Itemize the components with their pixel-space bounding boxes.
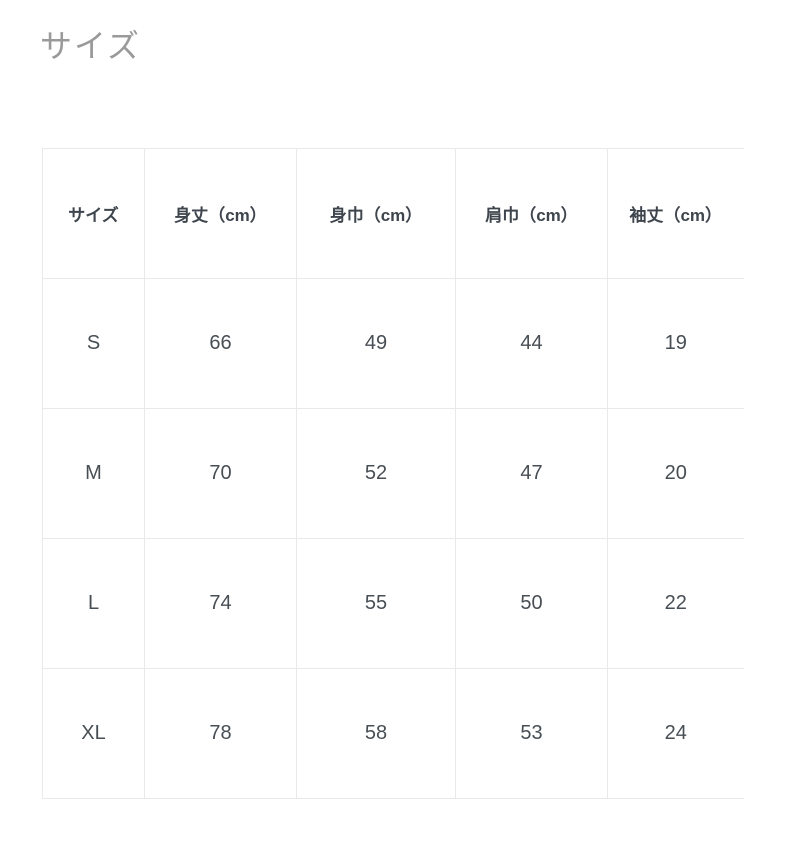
body-length-cell: 66 [144, 278, 297, 409]
shoulder-width-cell: 47 [455, 408, 608, 539]
body-width-cell: 58 [296, 668, 456, 799]
sleeve-length-cell: 24 [607, 668, 744, 799]
body-width-cell: 49 [296, 278, 456, 409]
header-size: サイズ [42, 148, 145, 279]
table-row-xl: XL 78 58 53 24 [42, 668, 744, 799]
body-length-cell: 74 [144, 538, 297, 669]
table-row-l: L 74 55 50 22 [42, 538, 744, 669]
sleeve-length-cell: 20 [607, 408, 744, 539]
size-chart-body: S 66 49 44 19 M 70 52 47 20 L 74 55 50 2… [42, 278, 744, 799]
header-shoulder-width: 肩巾（cm） [455, 148, 608, 279]
size-cell: S [42, 278, 145, 409]
sleeve-length-cell: 22 [607, 538, 744, 669]
page-title: サイズ [40, 28, 142, 64]
shoulder-width-cell: 53 [455, 668, 608, 799]
size-cell: XL [42, 668, 145, 799]
body-width-cell: 55 [296, 538, 456, 669]
sleeve-length-cell: 19 [607, 278, 744, 409]
size-chart-header: サイズ 身丈（cm） 身巾（cm） 肩巾（cm） 袖丈（cm） [42, 148, 744, 279]
table-row-m: M 70 52 47 20 [42, 408, 744, 539]
size-cell: L [42, 538, 145, 669]
body-width-cell: 52 [296, 408, 456, 539]
header-row: サイズ 身丈（cm） 身巾（cm） 肩巾（cm） 袖丈（cm） [42, 148, 744, 279]
size-chart-table: サイズ 身丈（cm） 身巾（cm） 肩巾（cm） 袖丈（cm） S 66 49 … [42, 148, 744, 799]
body-length-cell: 78 [144, 668, 297, 799]
size-cell: M [42, 408, 145, 539]
shoulder-width-cell: 44 [455, 278, 608, 409]
header-body-length: 身丈（cm） [144, 148, 297, 279]
header-body-width: 身巾（cm） [296, 148, 456, 279]
body-length-cell: 70 [144, 408, 297, 539]
table-row-s: S 66 49 44 19 [42, 278, 744, 409]
header-sleeve-length: 袖丈（cm） [607, 148, 744, 279]
shoulder-width-cell: 50 [455, 538, 608, 669]
